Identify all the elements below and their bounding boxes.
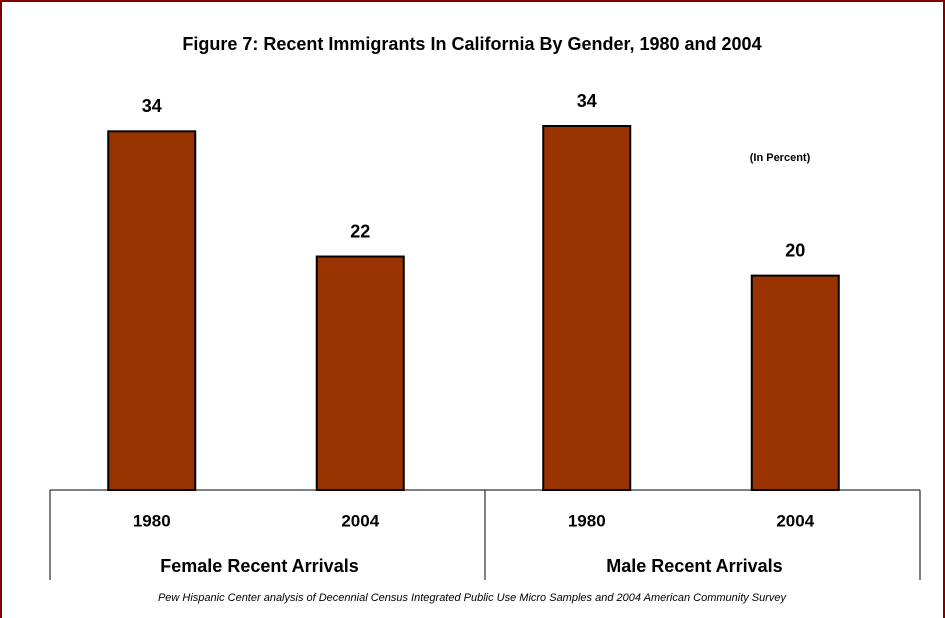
bar <box>315 255 405 491</box>
bar <box>107 130 197 491</box>
data-label: 22 <box>350 221 370 241</box>
source: Pew Hispanic Center analysis of Decennia… <box>158 592 788 604</box>
group-label: Male Recent Arrivals <box>606 556 782 576</box>
bar <box>750 274 840 491</box>
group-label: Female Recent Arrivals <box>160 556 358 576</box>
x-tick-label: 2004 <box>776 511 814 530</box>
bar <box>542 125 632 491</box>
x-tick-label: 2004 <box>341 511 379 530</box>
x-tick-label: 1980 <box>568 511 606 530</box>
data-label: 34 <box>577 91 597 111</box>
data-label: 34 <box>142 96 162 116</box>
unit-note: (In Percent) <box>750 152 811 164</box>
data-label: 20 <box>785 240 805 260</box>
chart-title: Figure 7: Recent Immigrants In Californi… <box>182 34 761 54</box>
x-tick-label: 1980 <box>133 511 171 530</box>
